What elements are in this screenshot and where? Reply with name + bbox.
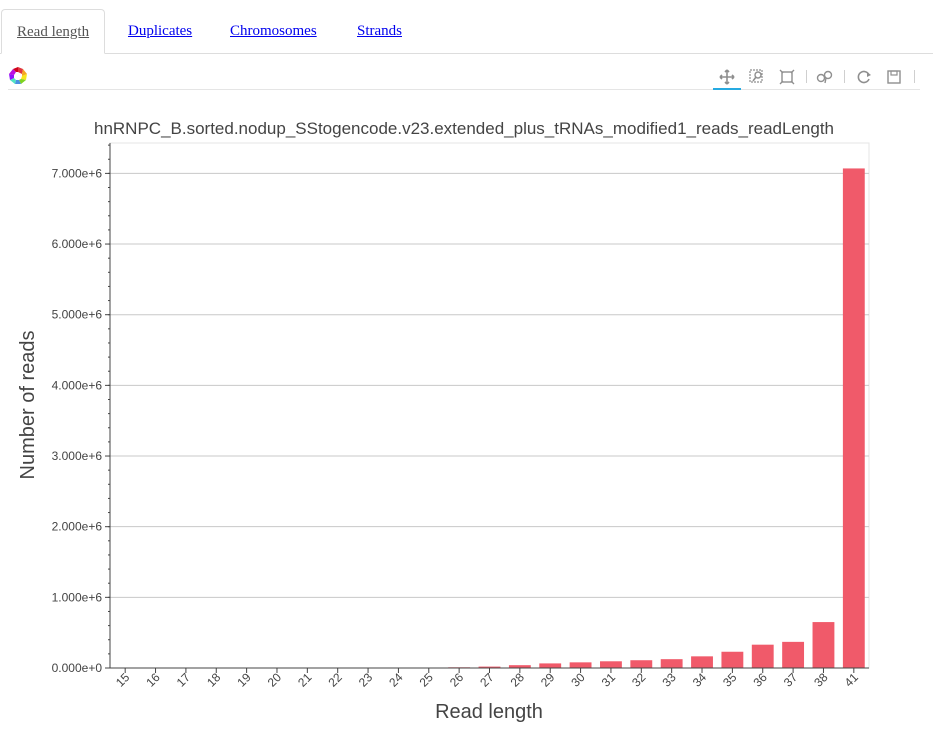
reset-icon[interactable] <box>850 64 878 88</box>
x-tick-label: 15 <box>113 670 133 690</box>
bar-30 <box>569 662 592 668</box>
x-axis-label: Read length <box>435 701 543 723</box>
x-tick-label: 29 <box>538 670 558 690</box>
bar-41 <box>842 168 865 668</box>
tab-duplicates[interactable]: Duplicates <box>128 23 193 39</box>
bar-33 <box>660 659 683 668</box>
bar-34 <box>691 656 713 668</box>
x-tick-label: 30 <box>568 670 588 690</box>
x-tick-label: 17 <box>174 670 194 690</box>
toolbar-separator <box>914 70 915 83</box>
y-tick-label: 5.000e+6 <box>52 308 103 322</box>
axes: 0.000e+0 1.000e+6 2.000e+6 3.000e+6 4.000e+6… <box>52 143 869 690</box>
bar-35 <box>721 651 744 668</box>
y-tick-label: 7.000e+6 <box>52 166 103 180</box>
grid-lines <box>109 142 870 669</box>
bokeh-logo-icon[interactable] <box>8 66 28 86</box>
x-tick-label: 35 <box>720 670 740 690</box>
y-tick-label: 2.000e+6 <box>52 520 103 534</box>
save-icon[interactable] <box>880 64 908 88</box>
bar-36 <box>751 644 774 668</box>
y-tick-label: 6.000e+6 <box>52 237 103 251</box>
toolbar-separator <box>806 70 807 83</box>
x-tick-label: 18 <box>204 670 224 690</box>
y-tick-label: 1.000e+6 <box>52 590 103 604</box>
y-tick-label: 3.000e+6 <box>52 449 103 463</box>
bar-28 <box>508 665 531 668</box>
wheel-zoom-icon[interactable] <box>773 64 801 88</box>
x-tick-label: 24 <box>386 670 406 690</box>
x-tick-label: 20 <box>265 670 285 690</box>
plot-frame <box>109 142 870 669</box>
bars <box>448 168 865 668</box>
y-tick-label: 0.000e+0 <box>52 661 103 675</box>
x-tick-label: 34 <box>690 670 710 690</box>
bar-31 <box>600 661 622 668</box>
x-tick-label: 27 <box>477 670 497 690</box>
x-tick-label: 23 <box>356 670 376 690</box>
x-tick-label: 28 <box>508 670 528 690</box>
hover-icon[interactable] <box>811 64 839 88</box>
tab-strands[interactable]: Strands <box>357 23 402 39</box>
y-tick-label: 4.000e+6 <box>52 378 103 392</box>
x-tick-label: 22 <box>325 670 345 690</box>
pan-icon[interactable] <box>713 64 741 90</box>
tab-chromosomes[interactable]: Chromosomes <box>230 23 317 39</box>
tab-read-length[interactable]: Read length <box>1 9 106 54</box>
x-tick-label: 16 <box>143 670 163 690</box>
x-tick-label: 26 <box>447 670 467 690</box>
bar-29 <box>539 663 562 668</box>
chart-title: hnRNPC_B.sorted.nodup_SStogencode.v23.ex… <box>94 119 834 138</box>
x-tick-label: 38 <box>811 670 831 690</box>
bar-27 <box>478 666 501 668</box>
bar-37 <box>782 641 805 668</box>
tab-bar: Read length Duplicates Chromosomes Stran… <box>0 9 933 54</box>
plot-toolbar <box>8 62 920 90</box>
x-tick-label: 36 <box>751 670 771 690</box>
toolbar-separator <box>844 70 845 83</box>
bar-38 <box>812 622 835 668</box>
x-tick-label: 25 <box>417 670 437 690</box>
x-tick-label: 41 <box>842 670 862 690</box>
x-tick-label: 37 <box>781 670 801 690</box>
x-tick-label: 33 <box>659 670 679 690</box>
box-zoom-icon[interactable] <box>743 64 771 88</box>
x-tick-label: 19 <box>234 670 254 690</box>
x-tick-label: 31 <box>599 670 619 690</box>
x-tick-label: 21 <box>295 670 315 690</box>
x-tick-label: 32 <box>629 670 649 690</box>
y-axis-label: Number of reads <box>17 331 39 480</box>
bar-32 <box>630 660 653 668</box>
